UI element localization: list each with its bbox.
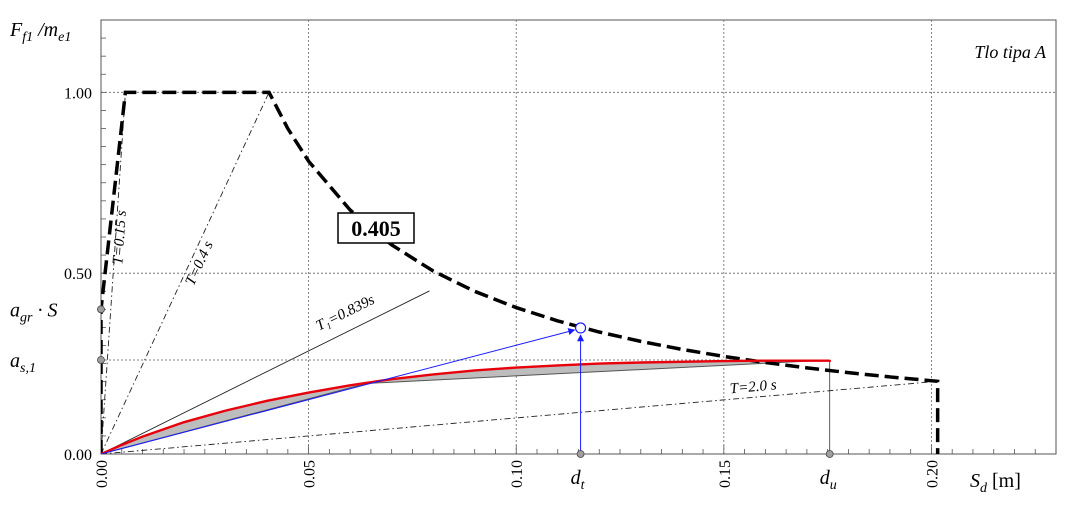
plot-frame xyxy=(100,19,1057,455)
x-special-label: dt xyxy=(571,467,586,493)
grid xyxy=(101,20,1056,454)
x-axis-title: Sd [m] xyxy=(970,470,1021,496)
y-special-label: as,1 xyxy=(10,350,36,376)
svg-text:0.405: 0.405 xyxy=(351,216,401,241)
period-line xyxy=(101,290,430,454)
performance-point-marker xyxy=(574,322,587,334)
period-line xyxy=(101,380,938,454)
x-special-label: du xyxy=(820,467,837,493)
area-between-curves xyxy=(101,359,830,454)
x-tick-label: 0.20 xyxy=(924,460,941,488)
capacity-curve-line xyxy=(101,359,831,454)
y-tick-label: 0.50 xyxy=(64,266,92,283)
y-axis-title: Ff1 /me1 xyxy=(9,19,71,45)
x-tick-label: 0.10 xyxy=(509,460,526,488)
x-special-marker xyxy=(576,450,585,458)
x-tick-label: 0.05 xyxy=(302,460,319,488)
marker-layer xyxy=(97,305,834,458)
period-line-label: T=0.15 s xyxy=(110,210,130,265)
period-line xyxy=(101,92,270,454)
y-special-label: agr · S xyxy=(10,299,57,325)
y-tick-label: 1.00 xyxy=(64,85,92,102)
demand-arrow xyxy=(101,328,576,454)
x-tick-label: 0.15 xyxy=(717,460,734,488)
x-special-marker xyxy=(825,450,834,458)
period-line-label: T=2.0 s xyxy=(729,377,777,397)
y-special-marker xyxy=(97,356,105,364)
period-line xyxy=(101,92,126,454)
y-special-marker xyxy=(97,305,105,314)
x-tick-label: 0.00 xyxy=(94,460,111,488)
fill-layer xyxy=(101,359,830,454)
boxed-value-label: 0.405 xyxy=(337,212,415,244)
period-lines xyxy=(101,92,938,454)
y-tick-label: 0.00 xyxy=(64,447,92,464)
corner-annotation: Tlo tipa A xyxy=(974,42,1047,62)
series-layer xyxy=(101,90,940,454)
elastic-spectrum-line xyxy=(101,90,940,454)
